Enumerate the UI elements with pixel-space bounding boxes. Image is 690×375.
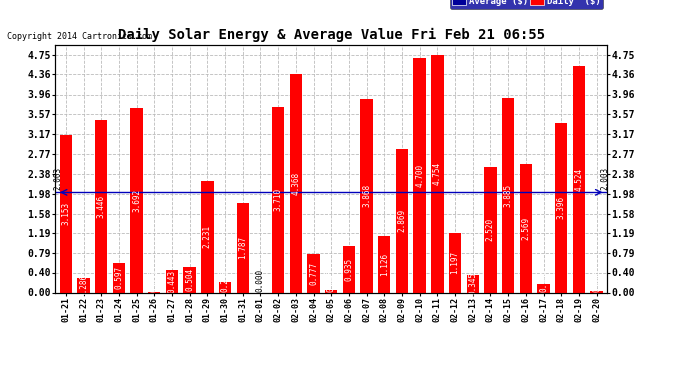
Text: 0.504: 0.504 — [185, 268, 194, 291]
Text: 3.868: 3.868 — [362, 184, 371, 207]
Text: 2.869: 2.869 — [397, 209, 406, 232]
Bar — [307, 254, 319, 292]
Text: 0.345: 0.345 — [469, 272, 477, 296]
Bar — [431, 55, 444, 292]
Text: 2.003: 2.003 — [53, 167, 62, 190]
Bar — [396, 149, 408, 292]
Bar — [184, 267, 196, 292]
Text: 2.003: 2.003 — [600, 167, 609, 190]
Text: 1.126: 1.126 — [380, 253, 388, 276]
Bar — [95, 120, 108, 292]
Text: 1.197: 1.197 — [451, 251, 460, 274]
Text: 0.028: 0.028 — [592, 268, 601, 291]
Bar — [166, 270, 178, 292]
Bar — [573, 66, 585, 292]
Bar — [591, 291, 603, 292]
Bar — [538, 284, 550, 292]
Text: 2.520: 2.520 — [486, 218, 495, 241]
Bar — [413, 57, 426, 292]
Text: 0.045: 0.045 — [326, 268, 336, 291]
Text: 3.710: 3.710 — [274, 188, 283, 211]
Text: 3.153: 3.153 — [61, 202, 70, 225]
Bar — [325, 290, 337, 292]
Text: 0.212: 0.212 — [221, 268, 230, 291]
Text: 0.935: 0.935 — [344, 258, 353, 280]
Bar — [378, 236, 391, 292]
Bar — [272, 107, 284, 292]
Text: 0.777: 0.777 — [309, 261, 318, 285]
Bar — [112, 262, 125, 292]
Text: 2.231: 2.231 — [203, 225, 212, 248]
Bar — [555, 123, 567, 292]
Text: 0.443: 0.443 — [168, 270, 177, 293]
Bar — [290, 74, 302, 292]
Bar — [466, 275, 479, 292]
Legend: Average ($), Daily  ($): Average ($), Daily ($) — [450, 0, 602, 9]
Text: 3.446: 3.446 — [97, 195, 106, 218]
Title: Daily Solar Energy & Average Value Fri Feb 21 06:55: Daily Solar Energy & Average Value Fri F… — [117, 28, 545, 42]
Bar — [77, 278, 90, 292]
Text: 4.754: 4.754 — [433, 162, 442, 185]
Text: 3.396: 3.396 — [557, 196, 566, 219]
Text: 3.692: 3.692 — [132, 189, 141, 212]
Text: 0.597: 0.597 — [115, 266, 124, 289]
Text: 0.017: 0.017 — [150, 268, 159, 291]
Text: 1.787: 1.787 — [238, 236, 247, 260]
Text: 0.286: 0.286 — [79, 274, 88, 297]
Text: Copyright 2014 Cartronics.com: Copyright 2014 Cartronics.com — [7, 32, 152, 41]
Bar — [59, 135, 72, 292]
Text: 3.885: 3.885 — [504, 184, 513, 207]
Text: 0.000: 0.000 — [256, 269, 265, 292]
Text: 2.569: 2.569 — [522, 217, 531, 240]
Bar — [201, 181, 213, 292]
Bar — [219, 282, 231, 292]
Bar — [237, 203, 249, 292]
Bar — [360, 99, 373, 292]
Bar — [520, 164, 532, 292]
Bar — [449, 232, 461, 292]
Text: 4.368: 4.368 — [291, 172, 300, 195]
Text: 0.164: 0.164 — [539, 268, 548, 291]
Bar — [484, 166, 497, 292]
Bar — [130, 108, 143, 292]
Bar — [502, 98, 514, 292]
Text: 4.524: 4.524 — [574, 168, 583, 191]
Bar — [343, 246, 355, 292]
Text: 4.700: 4.700 — [415, 164, 424, 187]
